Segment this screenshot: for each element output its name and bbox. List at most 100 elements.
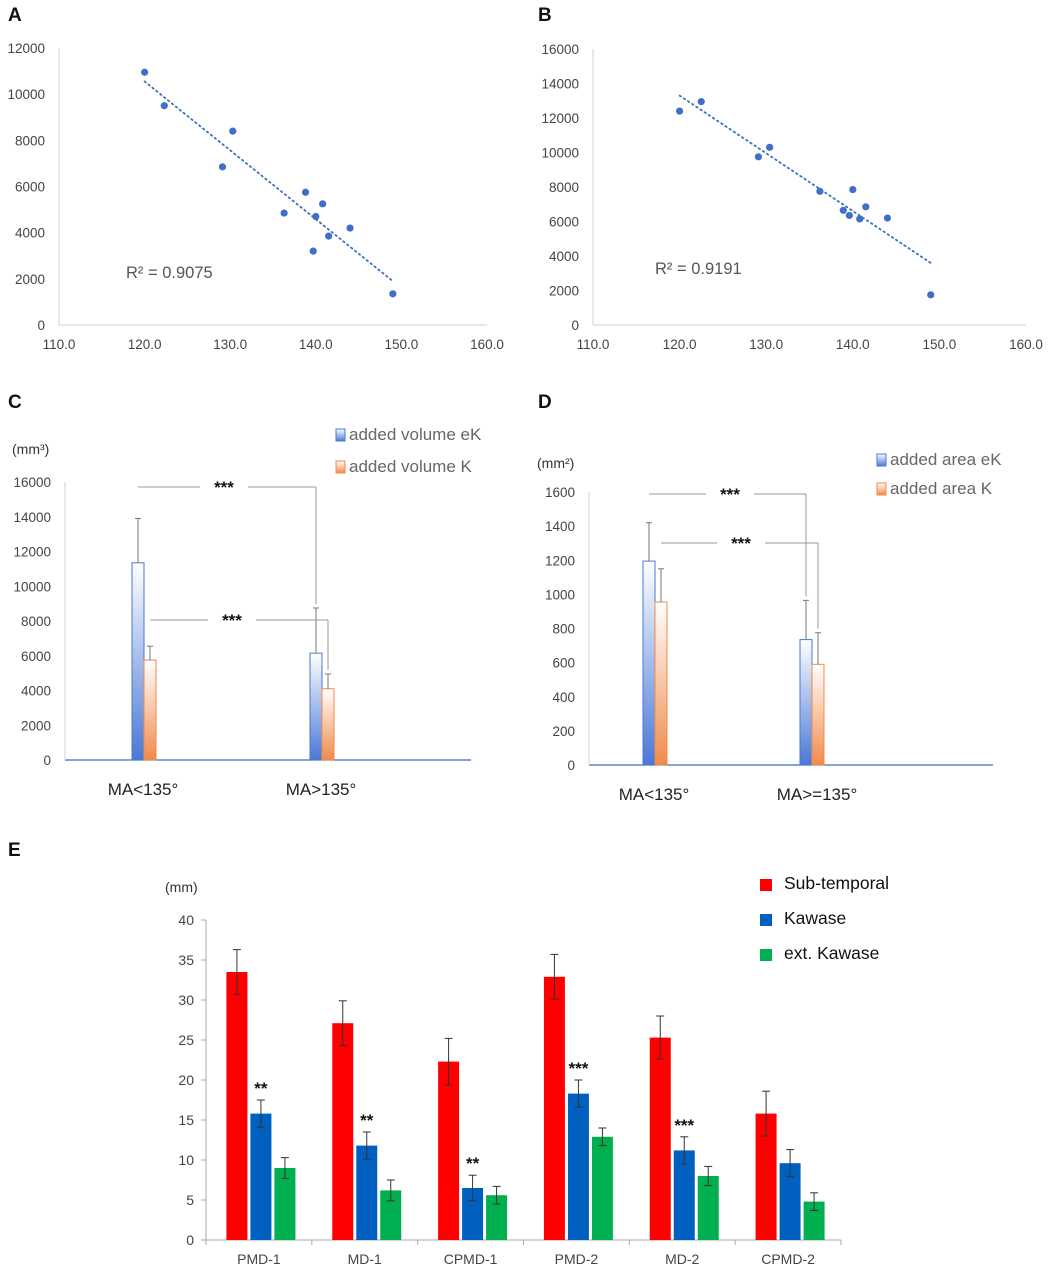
chart-e-bar — [567, 1093, 589, 1240]
chart-d-y-tick-label: 1400 — [545, 519, 575, 534]
chart-e-bar — [462, 1188, 484, 1240]
chart-c-legend-label: added volume eK — [349, 425, 482, 444]
chart-d-unit-label: (mm²) — [537, 455, 574, 471]
chart-e-unit-label: (mm) — [165, 879, 198, 895]
chart-d-legend-swatch — [876, 453, 887, 467]
chart-b-y-tick-label: 0 — [571, 318, 579, 333]
chart-e-bar — [274, 1168, 296, 1240]
chart-a-data-point — [141, 68, 149, 76]
chart-e-bar — [486, 1195, 508, 1240]
chart-b-data-point — [856, 215, 864, 223]
chart-e-legend-swatch — [760, 879, 772, 891]
chart-e-category-label: PMD-1 — [237, 1251, 281, 1266]
chart-b-x-tick-label: 130.0 — [749, 337, 783, 352]
chart-b-data-point — [845, 211, 853, 220]
chart-a-x-tick-label: 140.0 — [299, 337, 333, 352]
chart-d-y-tick-label: 800 — [552, 622, 575, 637]
panel-letter-d: D — [538, 392, 552, 413]
chart-b-y-tick-label: 6000 — [549, 215, 579, 230]
chart-e-legend-label: Sub-temporal — [784, 873, 889, 893]
chart-e-bar — [779, 1163, 801, 1240]
chart-a-data-point — [325, 232, 333, 240]
chart-e-y-tick-label: 0 — [186, 1232, 194, 1248]
chart-b-trendline — [678, 94, 932, 264]
chart-e-bar — [332, 1023, 354, 1240]
chart-e-significance-label: *** — [674, 1116, 694, 1135]
chart-d-bar — [799, 639, 813, 766]
chart-a-y-tick-label: 2000 — [15, 272, 45, 287]
chart-a-y-tick-label: 12000 — [7, 41, 45, 56]
chart-e-legend-swatch — [760, 914, 772, 926]
chart-e-significance-label: ** — [360, 1111, 374, 1130]
chart-b: 0 2000 4000 6000 8000 10000 12000 14000 16000 110… — [541, 42, 1042, 352]
chart-b-y-tick-label: 8000 — [549, 180, 579, 195]
chart-a-x-tick-label: 110.0 — [43, 337, 76, 352]
chart-b-x-tick-label: 160.0 — [1009, 337, 1043, 352]
chart-c-unit-label: (mm³) — [12, 441, 49, 457]
chart-e-significance-label: ** — [254, 1079, 268, 1098]
chart-a-data-point — [280, 209, 288, 217]
chart-c-bar — [321, 688, 335, 761]
chart-b-data-point — [883, 214, 892, 222]
chart-c-y-tick-label: 8000 — [21, 614, 51, 629]
chart-e-bar — [250, 1113, 272, 1240]
chart-a-x-tick-label: 150.0 — [385, 337, 419, 352]
chart-e-bar — [591, 1136, 613, 1240]
chart-e-y-tick-label: 40 — [178, 912, 194, 928]
chart-e-bar — [649, 1037, 671, 1240]
chart-e-significance-label: *** — [568, 1059, 588, 1078]
chart-b-y-tick-label: 14000 — [541, 77, 579, 92]
chart-c-y-tick-label: 0 — [43, 753, 51, 768]
chart-e-bar — [543, 976, 565, 1240]
chart-b-r2-annotation: R² = 0.9191 — [655, 260, 742, 278]
chart-a-data-point — [312, 212, 320, 221]
panel-letter-b: B — [538, 5, 552, 26]
chart-d-legend-swatch — [876, 482, 887, 496]
chart-b-x-tick-label: 150.0 — [923, 337, 957, 352]
chart-c-significance-label: *** — [222, 611, 242, 630]
chart-c-y-tick-label: 12000 — [13, 545, 51, 560]
chart-e-legend-swatch — [760, 949, 772, 961]
chart-a-data-point — [160, 102, 168, 110]
chart-c-bar — [131, 562, 145, 761]
chart-d-y-tick-label: 400 — [552, 690, 575, 705]
chart-a-data-point — [301, 188, 310, 196]
chart-c-bar — [143, 659, 157, 761]
chart-e-bar — [356, 1145, 378, 1240]
chart-e-category-label: PMD-2 — [555, 1251, 599, 1266]
chart-a: 0 2000 4000 6000 8000 10000 12000 110.0 120.0 130… — [7, 41, 503, 352]
chart-a-data-point — [309, 247, 317, 255]
chart-b-x-tick-label: 120.0 — [663, 337, 697, 352]
chart-e-y-tick-label: 25 — [178, 1032, 194, 1048]
panel-letter-e: E — [8, 840, 21, 861]
chart-a-y-tick-label: 6000 — [15, 180, 45, 195]
panel-letter-c: C — [8, 392, 22, 413]
chart-b-y-tick-label: 10000 — [541, 146, 579, 161]
chart-c-category-label: MA>135° — [286, 780, 357, 799]
chart-c-category-label: MA<135° — [108, 780, 179, 799]
chart-a-x-tick-label: 130.0 — [213, 337, 247, 352]
chart-e-y-tick-label: 10 — [178, 1152, 194, 1168]
chart-c-y-tick-label: 16000 — [13, 475, 51, 490]
panel-letter-a: A — [8, 5, 22, 26]
chart-c-legend-swatch — [335, 428, 346, 442]
chart-e-category-label: CPMD-2 — [761, 1251, 815, 1266]
chart-a-y-tick-label: 4000 — [15, 226, 45, 241]
chart-b-data-point — [754, 153, 763, 161]
chart-c-legend-label: added volume K — [349, 457, 473, 476]
chart-b-y-tick-label: 2000 — [549, 284, 579, 299]
chart-b-data-point — [849, 185, 857, 194]
chart-b-data-point — [676, 107, 684, 115]
chart-d: 0 200 400 600 800 1000 1200 1400 1600 (mm²) MA<135… — [537, 450, 1002, 804]
chart-e-y-tick-label: 20 — [178, 1072, 194, 1088]
chart-e-legend-label: Kawase — [784, 908, 846, 928]
chart-e-y-tick-label: 30 — [178, 992, 194, 1008]
chart-c-bar — [309, 652, 323, 761]
chart-d-y-tick-label: 1000 — [545, 587, 575, 602]
chart-e-bar — [226, 972, 248, 1240]
chart-e-category-label: MD-2 — [665, 1251, 699, 1266]
chart-d-y-tick-label: 1600 — [545, 485, 575, 500]
chart-e-bar — [380, 1190, 402, 1240]
chart-d-bar — [811, 663, 825, 766]
